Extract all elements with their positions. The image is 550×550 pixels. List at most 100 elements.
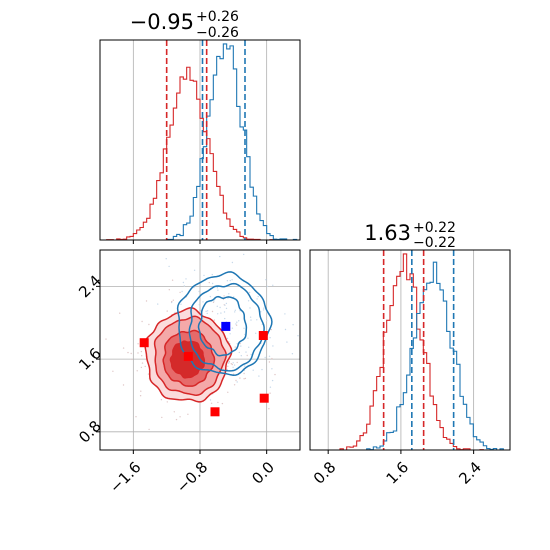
joint-sample-point <box>174 311 176 314</box>
joint-sample-point <box>233 364 236 366</box>
joint-blue-contours <box>176 271 273 376</box>
joint-sample-point <box>243 253 245 256</box>
joint-sample-point <box>229 333 231 335</box>
joint-sample-point <box>260 311 262 313</box>
joint-sample-point <box>180 303 182 305</box>
joint-sample-point <box>244 333 246 336</box>
joint-sample-point <box>166 401 168 403</box>
joint-sample-point <box>217 289 219 291</box>
joint-sample-point <box>239 377 241 379</box>
joint-x-tick-label: −0.8 <box>173 458 211 496</box>
joint-sample-point <box>297 335 299 337</box>
hist-y-tick-label: 0.8 <box>310 458 340 488</box>
joint-sample-point <box>223 311 226 313</box>
hist-x-hist-red <box>100 66 300 241</box>
joint-sample-point <box>171 300 173 303</box>
hist-y-tick-label: 2.4 <box>455 458 485 488</box>
joint-sample-point <box>233 296 235 298</box>
hist-x-grid <box>132 40 268 240</box>
hist-y-ticks: 0.8 1.6 2.4 <box>310 450 485 488</box>
joint-sample-point <box>165 258 167 260</box>
red-square-marker <box>139 338 149 348</box>
joint-sample-point <box>231 327 234 329</box>
hist-y-frame <box>309 249 511 451</box>
joint-sample-point <box>219 255 221 258</box>
joint-sample-point <box>223 295 225 297</box>
joint-sample-point <box>265 279 267 281</box>
joint-sample-point <box>205 310 207 312</box>
joint-sample-point <box>140 350 143 353</box>
joint-sample-point <box>227 391 229 393</box>
joint-sample-point <box>231 261 234 264</box>
joint-sample-point <box>264 356 266 359</box>
joint-sample-point <box>175 418 178 421</box>
red-square-marker <box>210 407 220 417</box>
joint-sample-point <box>140 366 143 369</box>
joint-sample-point <box>105 338 107 340</box>
joint-sample-point <box>239 342 241 345</box>
joint-sample-point <box>271 379 274 382</box>
hist-y-hist-red <box>310 253 510 451</box>
joint-sample-point <box>238 351 240 354</box>
hist-x-title-lower: −0.26 <box>196 25 239 41</box>
joint-sample-point <box>235 323 237 325</box>
joint-sample-point <box>255 332 257 334</box>
joint-sample-point <box>127 351 129 354</box>
joint-sample-point <box>198 304 200 306</box>
joint-sample-point <box>272 345 274 347</box>
joint-sample-point <box>213 300 215 302</box>
joint-sample-point <box>256 319 258 321</box>
hist-x-title-value: −0.95 <box>130 10 194 34</box>
joint-sample-point <box>210 402 213 404</box>
joint-sample-point <box>198 290 200 293</box>
joint-sample-point <box>271 357 273 360</box>
joint-sample-point <box>246 354 248 357</box>
joint-sample-point <box>193 269 196 271</box>
joint-sample-point <box>208 281 210 284</box>
joint-sample-point <box>269 386 272 388</box>
hist-x-ticks <box>132 240 268 244</box>
joint-sample-point <box>220 312 222 314</box>
joint-sample-point <box>157 303 159 305</box>
joint-sample-point <box>250 353 252 356</box>
hist-y-series <box>310 253 510 451</box>
joint-sample-point <box>135 416 137 418</box>
joint-sample-point <box>219 306 221 309</box>
joint-sample-point <box>211 282 214 285</box>
joint-sample-point <box>182 281 185 284</box>
blue-contour-mid <box>188 282 265 372</box>
joint-sample-point <box>268 355 271 357</box>
joint-sample-point <box>236 381 238 383</box>
joint-sample-point <box>236 361 238 364</box>
joint-sample-point <box>235 324 238 326</box>
joint-sample-point <box>140 390 142 392</box>
joint-x-tick-label: 0.0 <box>248 458 278 488</box>
joint-sample-point <box>203 274 205 277</box>
joint-sample-point <box>243 378 245 380</box>
joint-sample-point <box>122 347 125 349</box>
joint-sample-point <box>122 384 125 386</box>
joint-sample-point <box>119 312 121 314</box>
joint-sample-point <box>256 298 258 300</box>
joint-sample-point <box>209 295 212 298</box>
joint-sample-point <box>266 320 268 322</box>
joint-sample-point <box>227 365 229 367</box>
joint-sample-point <box>224 304 226 306</box>
joint-sample-point <box>202 301 204 303</box>
joint-sample-point <box>232 366 234 368</box>
joint-sample-point <box>268 408 270 410</box>
joint-sample-point <box>250 319 252 321</box>
joint-sample-point <box>112 370 114 372</box>
joint-sample-point <box>171 279 174 281</box>
blue-contour-inner <box>197 295 248 357</box>
joint-sample-point <box>236 321 238 323</box>
red-square-marker <box>183 351 193 361</box>
joint-sample-point <box>200 310 202 312</box>
joint-sample-point <box>263 307 265 309</box>
joint-sample-point <box>231 279 233 281</box>
joint-sample-point <box>291 353 294 355</box>
joint-sample-point <box>234 311 236 313</box>
joint-sample-point <box>227 362 230 364</box>
joint-sample-point <box>269 337 271 339</box>
